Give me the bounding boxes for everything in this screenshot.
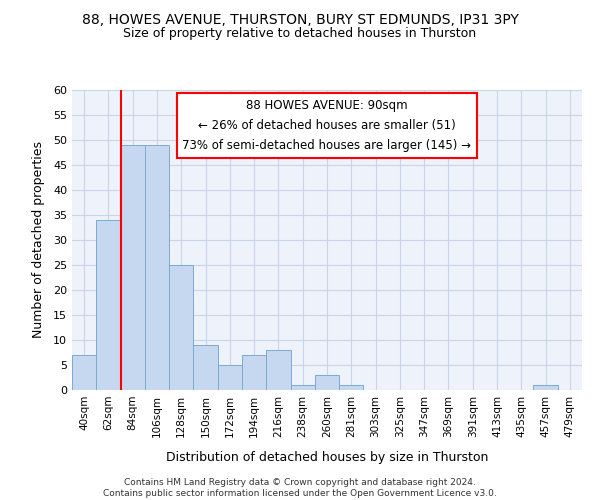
Bar (218, 365, 242, 390)
X-axis label: Distribution of detached houses by size in Thurston: Distribution of detached houses by size … (166, 451, 488, 464)
Bar (96, 220, 121, 390)
Text: Size of property relative to detached houses in Thurston: Size of property relative to detached ho… (124, 28, 476, 40)
Text: Contains HM Land Registry data © Crown copyright and database right 2024.
Contai: Contains HM Land Registry data © Crown c… (103, 478, 497, 498)
Bar (533, 385, 558, 390)
Text: 88, HOWES AVENUE, THURSTON, BURY ST EDMUNDS, IP31 3PY: 88, HOWES AVENUE, THURSTON, BURY ST EDMU… (82, 12, 518, 26)
Bar (121, 145, 145, 390)
Bar (339, 385, 364, 390)
Bar (145, 145, 169, 390)
Bar (193, 345, 218, 390)
Text: 88 HOWES AVENUE: 90sqm
← 26% of detached houses are smaller (51)
73% of semi-det: 88 HOWES AVENUE: 90sqm ← 26% of detached… (182, 99, 472, 152)
Bar (266, 350, 290, 390)
Y-axis label: Number of detached properties: Number of detached properties (32, 142, 44, 338)
Bar (315, 375, 339, 390)
Bar (72, 355, 96, 390)
Bar (169, 265, 193, 390)
Bar (242, 355, 266, 390)
Bar (290, 385, 315, 390)
